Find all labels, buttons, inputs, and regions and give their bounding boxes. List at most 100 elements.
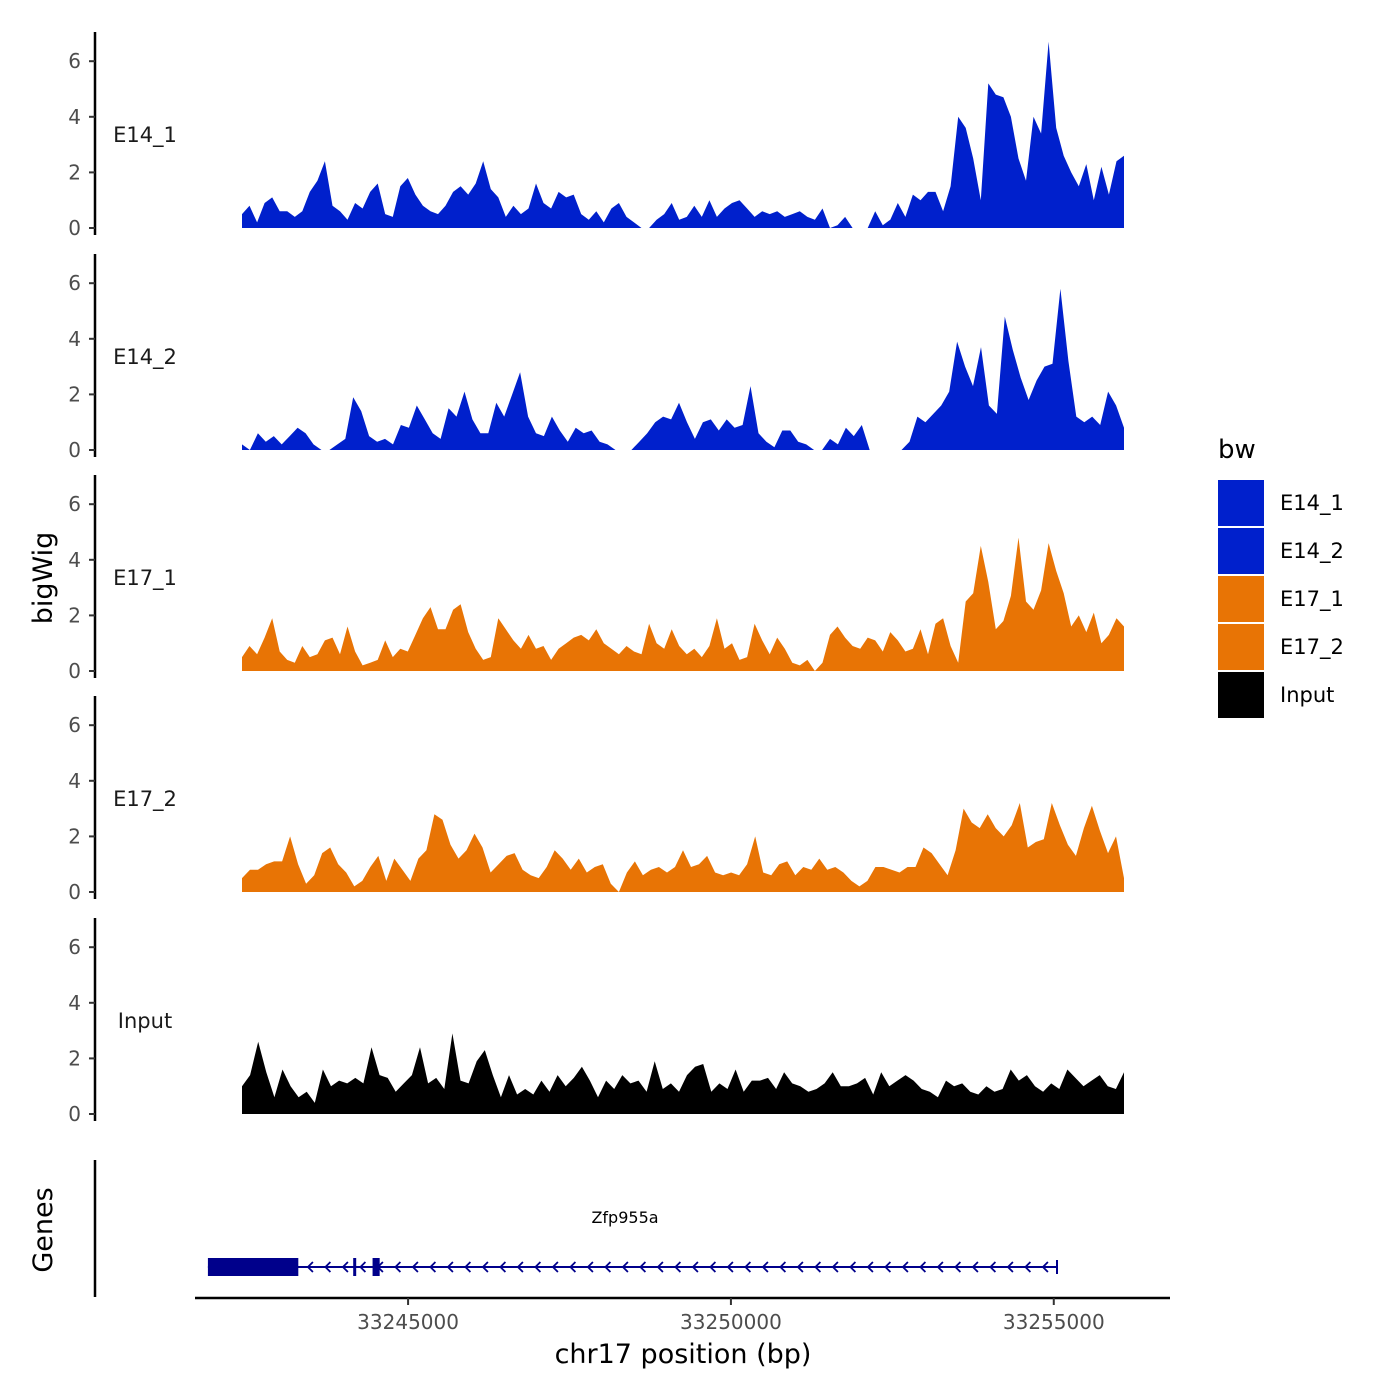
y-tick-label: 0 bbox=[68, 1102, 81, 1126]
y-tick-label: 4 bbox=[68, 769, 81, 793]
strand-arrow bbox=[709, 1261, 717, 1273]
y-tick-label: 2 bbox=[68, 382, 81, 406]
track-label-e14_2: E14_2 bbox=[113, 345, 177, 370]
gene-exon bbox=[207, 1258, 299, 1276]
area-e17_1 bbox=[242, 537, 1124, 671]
legend-label-e17_2: E17_2 bbox=[1280, 635, 1344, 660]
area-e14_1 bbox=[242, 41, 1124, 229]
strand-arrow bbox=[936, 1261, 944, 1273]
y-tick-label: 4 bbox=[68, 548, 81, 572]
legend-swatch-e14_2 bbox=[1218, 528, 1264, 574]
x-tick-label: 33250000 bbox=[680, 1310, 782, 1334]
strand-arrow bbox=[674, 1261, 682, 1273]
legend-label-e17_1: E17_1 bbox=[1280, 587, 1344, 612]
track-input: 0 2 4 6 Input bbox=[68, 918, 1124, 1126]
strand-arrow bbox=[569, 1261, 577, 1273]
y-tick-label: 0 bbox=[68, 216, 81, 240]
strand-arrow bbox=[1041, 1261, 1049, 1273]
signal-tracks: 0 2 4 6 E14_1 0 2 4 6 E14_2 0 2 4 6 E17_1 0 2 4 6 E17_2 0 2 4 6… bbox=[68, 32, 1124, 1126]
strand-arrow bbox=[429, 1261, 437, 1273]
strand-arrow bbox=[919, 1261, 927, 1273]
genes-axis-title: Genes bbox=[28, 1187, 59, 1272]
strand-arrow bbox=[604, 1261, 612, 1273]
track-e17_2: 0 2 4 6 E17_2 bbox=[68, 696, 1124, 904]
legend: bw E14_1 E14_2 E17_1 E17_2 Input bbox=[1218, 435, 1344, 718]
y-axis-title: bigWig bbox=[28, 532, 59, 625]
legend-swatch-e17_2 bbox=[1218, 624, 1264, 670]
x-tick-label: 33255000 bbox=[1003, 1310, 1105, 1334]
strand-arrow bbox=[341, 1261, 349, 1273]
strand-arrow bbox=[534, 1261, 542, 1273]
area-e17_2 bbox=[242, 803, 1124, 892]
y-tick-label: 6 bbox=[68, 271, 81, 295]
y-tick-label: 4 bbox=[68, 327, 81, 351]
strand-arrow bbox=[516, 1261, 524, 1273]
strand-arrow bbox=[446, 1261, 454, 1273]
strand-arrow bbox=[394, 1261, 402, 1273]
y-tick-label: 6 bbox=[68, 492, 81, 516]
strand-arrow bbox=[411, 1261, 419, 1273]
strand-arrow bbox=[639, 1261, 647, 1273]
strand-arrow bbox=[901, 1261, 909, 1273]
y-tick-label: 6 bbox=[68, 49, 81, 73]
legend-title: bw bbox=[1218, 435, 1256, 465]
strand-arrow bbox=[954, 1261, 962, 1273]
y-tick-label: 6 bbox=[68, 713, 81, 737]
x-axis-title: chr17 position (bp) bbox=[555, 1339, 812, 1370]
strand-arrow bbox=[359, 1261, 367, 1273]
strand-arrow bbox=[656, 1261, 664, 1273]
track-e14_1: 0 2 4 6 E14_1 bbox=[68, 32, 1124, 240]
strand-arrow bbox=[884, 1261, 892, 1273]
track-label-e17_1: E17_1 bbox=[113, 566, 177, 591]
strand-arrow bbox=[499, 1261, 507, 1273]
strand-arrow bbox=[586, 1261, 594, 1273]
strand-arrow bbox=[831, 1261, 839, 1273]
legend-swatch-e17_1 bbox=[1218, 576, 1264, 622]
strand-arrow bbox=[481, 1261, 489, 1273]
strand-arrow bbox=[464, 1261, 472, 1273]
gene-zfp955a: Zfp955a bbox=[207, 1208, 1059, 1276]
strand-arrow bbox=[1006, 1261, 1014, 1273]
y-tick-label: 0 bbox=[68, 659, 81, 683]
x-axis: 33245000 33250000 33255000 bbox=[195, 1296, 1170, 1334]
x-tick-label: 33245000 bbox=[357, 1310, 459, 1334]
genes-track: Zfp955a bbox=[93, 1160, 1059, 1297]
strand-arrow bbox=[814, 1261, 822, 1273]
strand-arrow bbox=[551, 1261, 559, 1273]
strand-arrow bbox=[989, 1261, 997, 1273]
gene-exon bbox=[372, 1258, 380, 1276]
track-e17_1: 0 2 4 6 E17_1 bbox=[68, 475, 1124, 683]
y-tick-label: 0 bbox=[68, 880, 81, 904]
legend-label-e14_2: E14_2 bbox=[1280, 539, 1344, 564]
y-tick-label: 0 bbox=[68, 438, 81, 462]
y-tick-label: 4 bbox=[68, 991, 81, 1015]
strand-arrow bbox=[779, 1261, 787, 1273]
strand-arrow bbox=[306, 1261, 314, 1273]
y-tick-label: 6 bbox=[68, 935, 81, 959]
strand-arrow bbox=[691, 1261, 699, 1273]
y-tick-label: 4 bbox=[68, 105, 81, 129]
track-label-e14_1: E14_1 bbox=[113, 123, 177, 148]
strand-arrow bbox=[1024, 1261, 1032, 1273]
area-input bbox=[242, 1033, 1124, 1114]
gene-exon bbox=[353, 1258, 357, 1276]
strand-arrow bbox=[324, 1261, 332, 1273]
y-tick-label: 2 bbox=[68, 1046, 81, 1070]
strand-arrow bbox=[726, 1261, 734, 1273]
track-label-e17_2: E17_2 bbox=[113, 787, 177, 812]
y-tick-label: 2 bbox=[68, 603, 81, 627]
strand-arrow bbox=[744, 1261, 752, 1273]
legend-swatch-input bbox=[1218, 672, 1264, 718]
legend-swatch-e14_1 bbox=[1218, 480, 1264, 526]
strand-arrow bbox=[849, 1261, 857, 1273]
strand-arrow bbox=[971, 1261, 979, 1273]
strand-arrow bbox=[866, 1261, 874, 1273]
y-tick-label: 2 bbox=[68, 824, 81, 848]
y-tick-label: 2 bbox=[68, 160, 81, 184]
legend-label-e14_1: E14_1 bbox=[1280, 491, 1344, 516]
track-e14_2: 0 2 4 6 E14_2 bbox=[68, 254, 1124, 462]
track-label-input: Input bbox=[118, 1009, 172, 1033]
legend-label-input: Input bbox=[1280, 683, 1334, 707]
strand-arrow bbox=[796, 1261, 804, 1273]
